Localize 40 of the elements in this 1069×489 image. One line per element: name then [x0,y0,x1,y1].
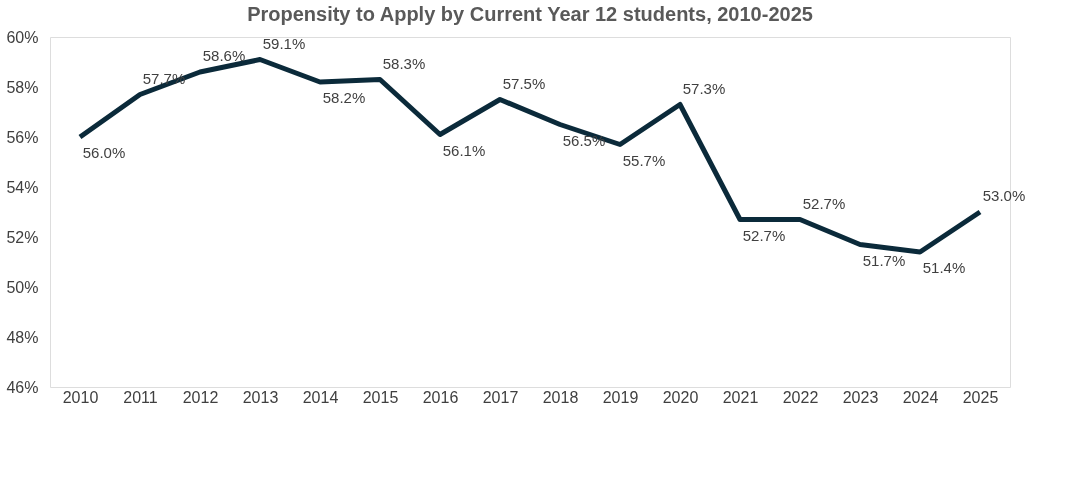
x-tick-label: 2012 [182,388,219,406]
y-tick-label: 54% [6,178,39,196]
data-label: 55.7% [622,151,666,169]
x-tick-label: 2017 [482,388,519,406]
x-tick-label: 2014 [302,388,339,406]
x-tick-label: 2010 [62,388,99,406]
x-tick-label: 2019 [602,388,639,406]
x-tick-label: 2025 [962,388,999,406]
data-label: 56.1% [442,141,486,159]
data-label: 57.3% [682,79,726,97]
x-tick-label: 2011 [123,388,158,406]
data-label: 51.7% [862,251,906,269]
y-tick-label: 52% [6,228,39,246]
x-tick-label: 2016 [422,388,459,406]
x-tick-label: 2018 [542,388,579,406]
data-label: 58.6% [202,47,246,64]
data-label: 52.7% [742,226,786,244]
x-tick-label: 2022 [782,388,819,406]
x-tick-label: 2020 [662,388,699,406]
y-tick-label: 50% [6,278,39,296]
x-tick-label: 2023 [842,388,879,406]
x-tick-label: 2024 [902,388,939,406]
data-label: 53.0% [982,187,1026,204]
data-label: 56.0% [82,144,126,161]
data-label: 52.7% [802,194,846,212]
data-label: 51.4% [922,259,966,276]
y-tick-label: 48% [6,328,39,346]
data-label: 58.3% [382,54,426,72]
data-label: 59.1% [262,34,306,52]
x-tick-label: 2021 [722,388,759,406]
data-label: 57.5% [502,74,546,92]
data-label: 56.5% [562,131,606,149]
x-tick-label: 2015 [362,388,399,406]
x-tick-label: 2013 [242,388,279,406]
y-tick-label: 58% [6,78,39,96]
y-tick-label: 60% [6,28,39,46]
data-label: 58.2% [322,89,366,106]
chart-title: Propensity to Apply by Current Year 12 students, 2010-2025 [247,3,813,25]
y-tick-label: 56% [6,128,39,146]
y-tick-label: 46% [6,378,39,396]
